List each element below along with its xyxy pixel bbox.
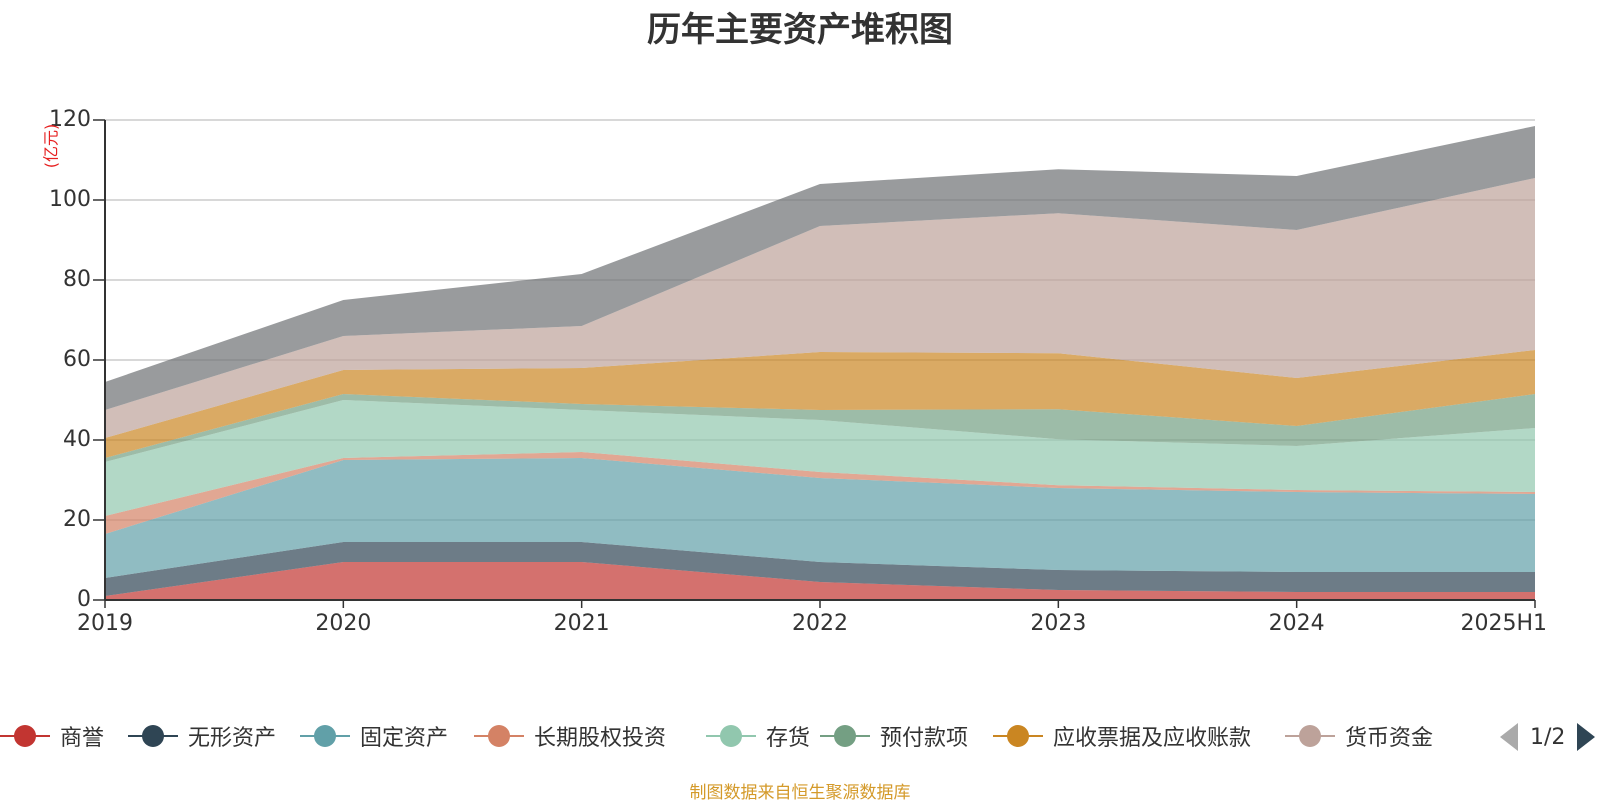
legend-item[interactable]: 长期股权投资: [474, 718, 666, 754]
legend-marker-icon: [300, 718, 350, 754]
y-tick-label: 20: [63, 507, 91, 532]
area-series-7[interactable]: 货币资金: [105, 178, 1535, 438]
area-series-5[interactable]: 预付款项: [105, 394, 1535, 462]
y-tick-label: 40: [63, 427, 91, 452]
area-series-4[interactable]: 存货: [105, 400, 1535, 516]
data-source-footer: 制图数据来自恒生聚源数据库: [689, 783, 911, 803]
legend-label: 应收票据及应收账款: [1053, 726, 1252, 751]
x-tick-label: 2019: [77, 611, 133, 636]
legend-label: 固定资产: [360, 726, 449, 751]
legend-label: 商誉: [60, 726, 105, 751]
tick-labels: 0 20 40 60 80 100 120 2019 2020 2021 2022 2023 2024 2…: [49, 107, 1547, 636]
area-series-8[interactable]: 其他: [105, 126, 1535, 410]
legend-marker-icon: [0, 718, 50, 754]
chart-title: 历年主要资产堆积图: [647, 10, 953, 50]
area-series-6[interactable]: 应收票据及应收账款: [105, 350, 1535, 458]
legend-pager: 1/2: [1500, 720, 1596, 754]
y-axis-unit-label: (亿元): [42, 124, 61, 169]
area-series-2[interactable]: 固定资产: [105, 458, 1535, 578]
legend-label: 无形资产: [188, 726, 277, 751]
legend-marker-icon: [128, 718, 178, 754]
legend-page-indicator: 1/2: [1530, 724, 1566, 750]
area-series-1[interactable]: 无形资产: [105, 542, 1535, 596]
y-tick-label: 100: [49, 187, 91, 212]
legend-item[interactable]: 无形资产: [128, 718, 276, 754]
legend-item[interactable]: 预付款项: [820, 718, 968, 754]
x-tick-label: 2022: [792, 611, 848, 636]
legend-marker-icon: [993, 718, 1043, 754]
legend-marker-icon: [474, 718, 524, 754]
y-tick-label: 120: [49, 107, 91, 132]
legend-item[interactable]: 应收票据及应收账款: [993, 718, 1251, 754]
legend-next-page-icon[interactable]: [1577, 723, 1596, 751]
x-tick-label: 2021: [554, 611, 610, 636]
legend-item[interactable]: 货币资金: [1285, 718, 1433, 754]
x-tick-label: 2020: [315, 611, 371, 636]
legend-label: 货币资金: [1345, 726, 1434, 751]
area-series-0[interactable]: 商誉: [105, 562, 1535, 600]
stacked-areas: 商誉无形资产固定资产长期股权投资存货预付款项应收票据及应收账款货币资金其他: [105, 126, 1535, 600]
legend-label: 预付款项: [880, 726, 969, 751]
legend-label: 长期股权投资: [534, 726, 667, 751]
x-tick-label: 2023: [1030, 611, 1086, 636]
y-tick-label: 60: [63, 347, 91, 372]
legend-marker-icon: [820, 718, 870, 754]
y-tick-label: 0: [77, 587, 91, 612]
legend-item[interactable]: 固定资产: [300, 718, 448, 754]
legend-item[interactable]: 商誉: [0, 718, 104, 754]
legend-label: 存货: [766, 726, 811, 751]
legend-marker-icon: [706, 718, 756, 754]
y-tick-label: 80: [63, 267, 91, 292]
x-tick-label: 2024: [1269, 611, 1325, 636]
chart: 商誉无形资产固定资产长期股权投资存货预付款项应收票据及应收账款货币资金其他 02…: [42, 107, 1548, 636]
legend: 商誉 无形资产 固定资产 长期股权投资 存货 预付款项 应收票据及应收账款 货币资金: [0, 718, 1600, 754]
legend-item[interactable]: 存货: [706, 718, 810, 754]
legend-prev-page-icon[interactable]: [1500, 723, 1518, 751]
legend-marker-icon: [1285, 718, 1335, 754]
x-tick-label: 2025H1: [1460, 611, 1547, 636]
